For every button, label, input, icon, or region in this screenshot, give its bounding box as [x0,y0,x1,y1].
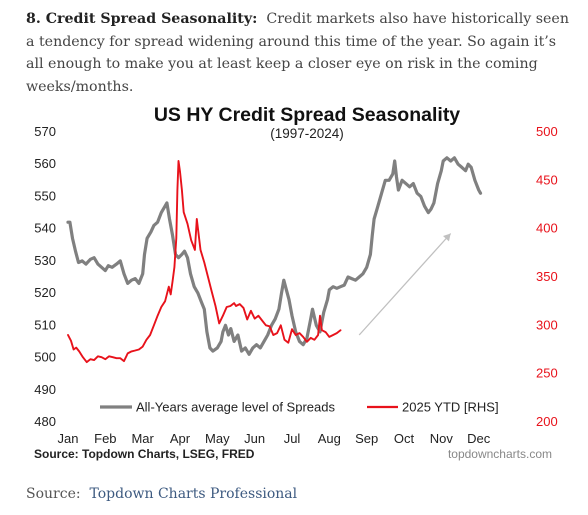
x-tick-label: Jul [284,431,301,446]
x-tick-label: Oct [394,431,415,446]
trend-arrow-head [443,233,451,242]
legend-label: All-Years average level of Spreads [136,400,335,415]
series-line-2025-ytd [67,160,342,364]
x-tick-label: Jun [244,431,265,446]
x-tick-label: May [205,431,230,446]
y-left-tick-label: 500 [34,350,56,365]
source-link[interactable]: Topdown Charts Professional [89,486,298,502]
x-tick-label: Apr [170,431,191,446]
y-left-tick-label: 540 [34,221,56,236]
chart-source-note: Source: Topdown Charts, LSEG, FRED [34,447,255,461]
x-tick-label: Nov [430,431,454,446]
chart-watermark: topdowncharts.com [448,447,552,461]
y-right-tick-label: 300 [536,317,558,332]
x-tick-label: Mar [131,431,154,446]
y-left-tick-label: 480 [34,414,56,429]
y-right-tick-label: 500 [536,124,558,139]
y-right-tick-label: 400 [536,221,558,236]
y-right-tick-label: 350 [536,269,558,284]
y-left-tick-label: 560 [34,156,56,171]
chart-legend: All-Years average level of Spreads 2025 Y… [100,400,499,415]
commentary-text: Credit markets also have historically se… [26,11,569,95]
x-tick-label: Feb [94,431,116,446]
y-left-tick-label: 520 [34,285,56,300]
section-heading: 8. Credit Spread Seasonality: [26,11,258,27]
y-right-tick-label: 450 [536,172,558,187]
x-tick-label: Aug [318,431,341,446]
source-footer: Source: Topdown Charts Professional [26,486,297,502]
y-left-tick-label: 570 [34,124,56,139]
trend-arrow [358,233,452,336]
y-left-tick-label: 490 [34,382,56,397]
y-right-tick-label: 250 [536,366,558,381]
commentary-paragraph: 8. Credit Spread Seasonality: Credit mar… [26,8,576,98]
chart-subtitle: (1997-2024) [270,126,344,141]
credit-spread-chart: US HY Credit Spread Seasonality (1997-20… [34,104,558,461]
x-tick-label: Sep [355,431,378,446]
y-left-tick-label: 530 [34,253,56,268]
series-line-all-years-average [66,156,483,356]
x-tick-label: Jan [58,431,79,446]
y-left-tick-label: 550 [34,188,56,203]
legend-label: 2025 YTD [RHS] [402,400,499,415]
source-label: Source: [26,486,81,502]
y-left-tick-label: 510 [34,317,56,332]
y-right-tick-label: 200 [536,414,558,429]
x-tick-label: Dec [467,431,491,446]
chart-title: US HY Credit Spread Seasonality [154,104,460,126]
